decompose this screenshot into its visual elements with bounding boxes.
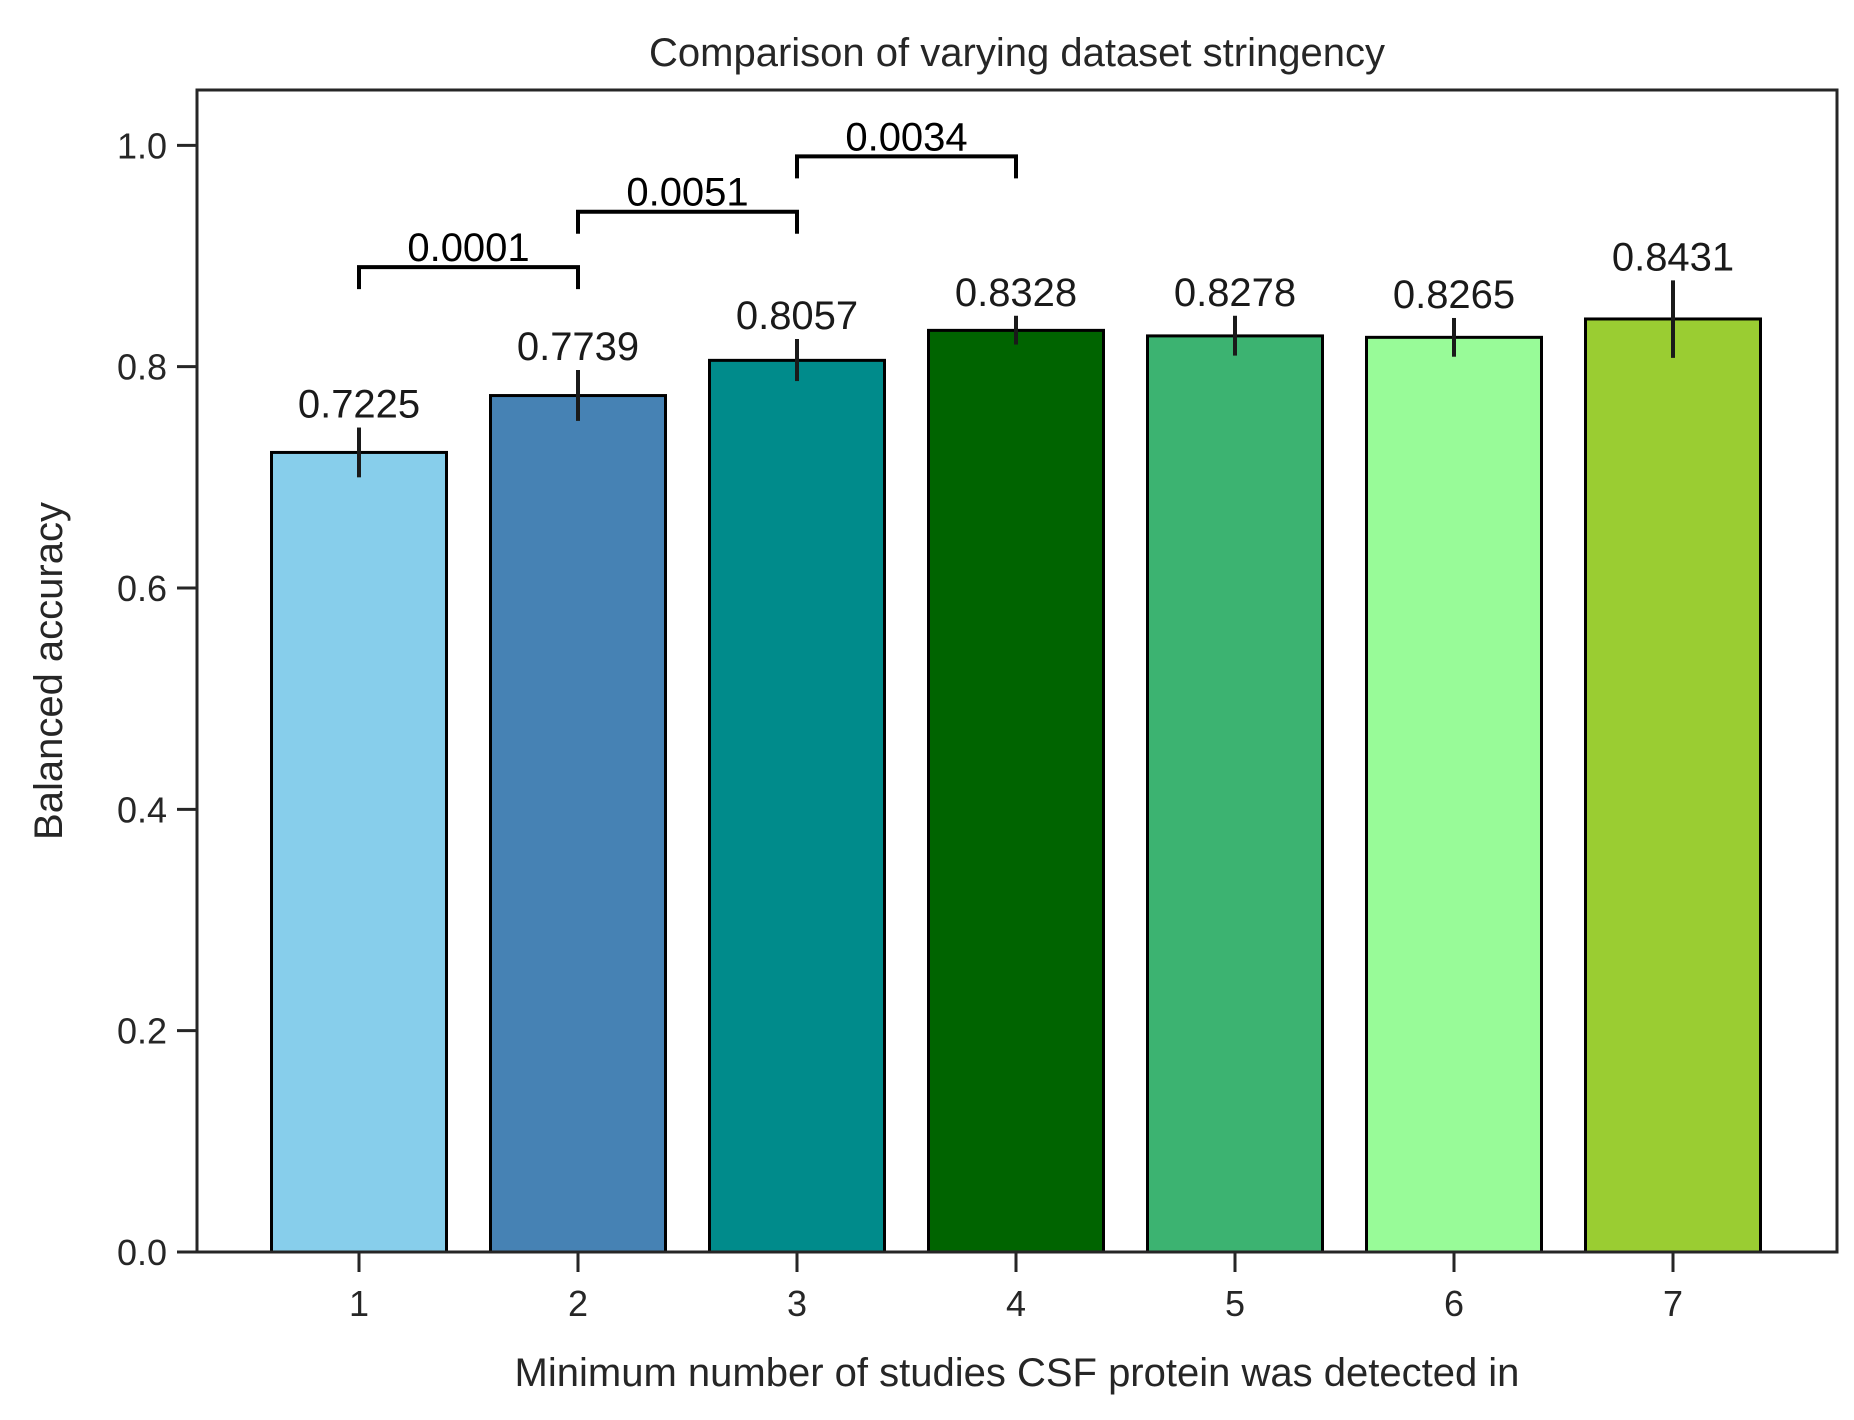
significance-bracket-1 — [357, 265, 580, 290]
x-tick-label: 5 — [1225, 1283, 1245, 1324]
x-tick-label: 7 — [1663, 1283, 1683, 1324]
significance-bracket-2 — [576, 209, 799, 234]
error-bars-group — [357, 280, 1675, 478]
bar-5 — [1146, 334, 1324, 1254]
x-tick-label: 1 — [349, 1283, 369, 1324]
bar-6 — [1365, 335, 1543, 1254]
bar-4 — [927, 328, 1105, 1254]
x-tick-label: 3 — [787, 1283, 807, 1324]
significance-brackets-group: 0.0001 0.0051 0.0034 — [357, 115, 1018, 290]
value-label-1: 0.7225 — [298, 383, 420, 427]
value-label-7: 0.8431 — [1612, 235, 1734, 279]
plot-frame — [195, 88, 1839, 1254]
value-labels-group: 0.7225 0.7739 0.8057 0.8328 0.8278 0.8265 0.84… — [298, 235, 1734, 426]
y-axis-label: Balanced accuracy — [27, 502, 71, 840]
value-label-5: 0.8278 — [1174, 271, 1296, 315]
x-tick-label: 6 — [1444, 1283, 1464, 1324]
y-tick-label: 0.8 — [117, 347, 167, 388]
significance-label-3: 0.0034 — [845, 115, 967, 159]
value-label-3: 0.8057 — [736, 294, 858, 338]
x-tick-label: 2 — [568, 1283, 588, 1324]
y-tick-label: 1.0 — [117, 125, 167, 166]
significance-label-1: 0.0001 — [407, 226, 529, 270]
value-label-4: 0.8328 — [955, 271, 1077, 315]
bar-7 — [1584, 317, 1762, 1254]
y-tick-label: 0.0 — [117, 1232, 167, 1273]
y-tick-label: 0.6 — [117, 568, 167, 609]
chart-title: Comparison of varying dataset stringency — [649, 31, 1385, 75]
x-tick-label: 4 — [1006, 1283, 1026, 1324]
value-label-2: 0.7739 — [517, 325, 639, 369]
y-axis: 0.0 0.2 0.4 0.6 0.8 1.0 — [117, 125, 197, 1273]
bars-group — [270, 317, 1762, 1254]
x-axis: 1 2 3 4 5 6 7 — [349, 1252, 1683, 1324]
bar-1 — [270, 450, 448, 1254]
value-label-6: 0.8265 — [1393, 273, 1515, 317]
y-tick-label: 0.4 — [117, 789, 167, 830]
bar-3 — [708, 358, 886, 1254]
x-axis-label: Minimum number of studies CSF protein wa… — [515, 1351, 1520, 1395]
bar-2 — [489, 394, 667, 1254]
significance-bracket-3 — [795, 154, 1018, 179]
significance-label-2: 0.0051 — [626, 171, 748, 215]
y-tick-label: 0.2 — [117, 1011, 167, 1052]
